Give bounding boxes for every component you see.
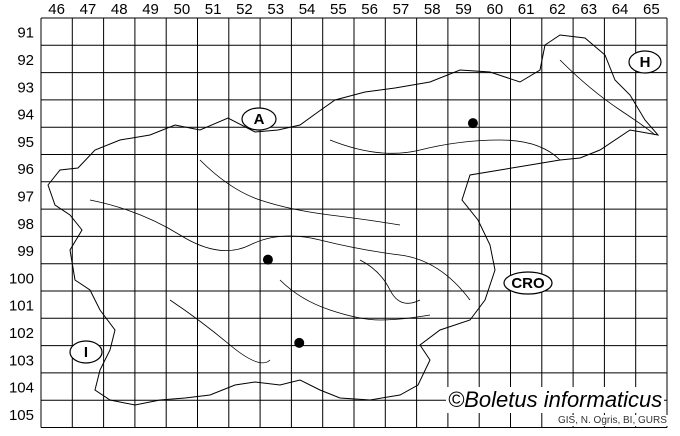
row-label: 105: [9, 407, 34, 424]
row-label: 99: [17, 243, 34, 260]
rivers: [89, 59, 656, 364]
record-dot: [262, 254, 273, 265]
row-label: 94: [17, 107, 34, 124]
record-dot: [294, 337, 305, 348]
column-labels: 46 47 48 49 50 51 52 53 54 55 56 57 58 59 60 61 62 63 64 65: [48, 1, 659, 18]
column-label: 63: [580, 1, 597, 18]
row-label: 102: [9, 325, 34, 342]
map-grid: [40, 17, 668, 428]
credit-text: GIS, N. Ogris, BI, GURS: [556, 415, 669, 426]
column-label: 55: [330, 1, 347, 18]
row-label: 100: [9, 270, 34, 287]
svg-text:CRO: CRO: [511, 275, 545, 292]
column-label: 53: [267, 1, 284, 18]
row-label: 95: [17, 134, 34, 151]
column-label: 58: [424, 1, 441, 18]
row-label: 91: [17, 25, 34, 42]
column-label: 65: [643, 1, 660, 18]
row-label: 92: [17, 52, 34, 69]
country-labels: A H CRO I: [69, 50, 662, 364]
column-label: 48: [111, 1, 128, 18]
column-label: 60: [487, 1, 504, 18]
row-labels: 91 92 93 94 95 96 97 98 99 100 101 102 103 104 105: [9, 25, 34, 424]
row-label: 96: [17, 161, 34, 178]
row-label: 98: [17, 216, 34, 233]
svg-text:A: A: [254, 111, 265, 128]
svg-text:I: I: [84, 344, 88, 361]
record-dot: [467, 118, 478, 129]
svg-text:H: H: [640, 54, 651, 71]
country-label-hungary: H: [628, 50, 662, 74]
row-label: 103: [9, 352, 34, 369]
country-outline: [47, 34, 660, 406]
row-label: 93: [17, 79, 34, 96]
country-label-croatia: CRO: [503, 271, 553, 295]
column-label: 49: [142, 1, 159, 18]
country-label-austria: A: [241, 107, 277, 131]
column-label: 52: [236, 1, 253, 18]
country-label-italy: I: [69, 340, 103, 364]
column-label: 57: [393, 1, 410, 18]
column-label: 62: [549, 1, 566, 18]
column-label: 59: [455, 1, 472, 18]
row-label: 101: [9, 298, 34, 315]
row-label: 97: [17, 188, 34, 205]
column-label: 64: [612, 1, 629, 18]
column-label: 50: [174, 1, 191, 18]
column-label: 51: [205, 1, 222, 18]
column-label: 56: [361, 1, 378, 18]
column-label: 47: [80, 1, 97, 18]
copyright-text: ©Boletus informaticus: [446, 387, 665, 413]
column-label: 46: [48, 1, 65, 18]
row-label: 104: [9, 380, 34, 397]
column-label: 54: [299, 1, 316, 18]
record-dots: [262, 118, 478, 348]
column-label: 61: [518, 1, 535, 18]
